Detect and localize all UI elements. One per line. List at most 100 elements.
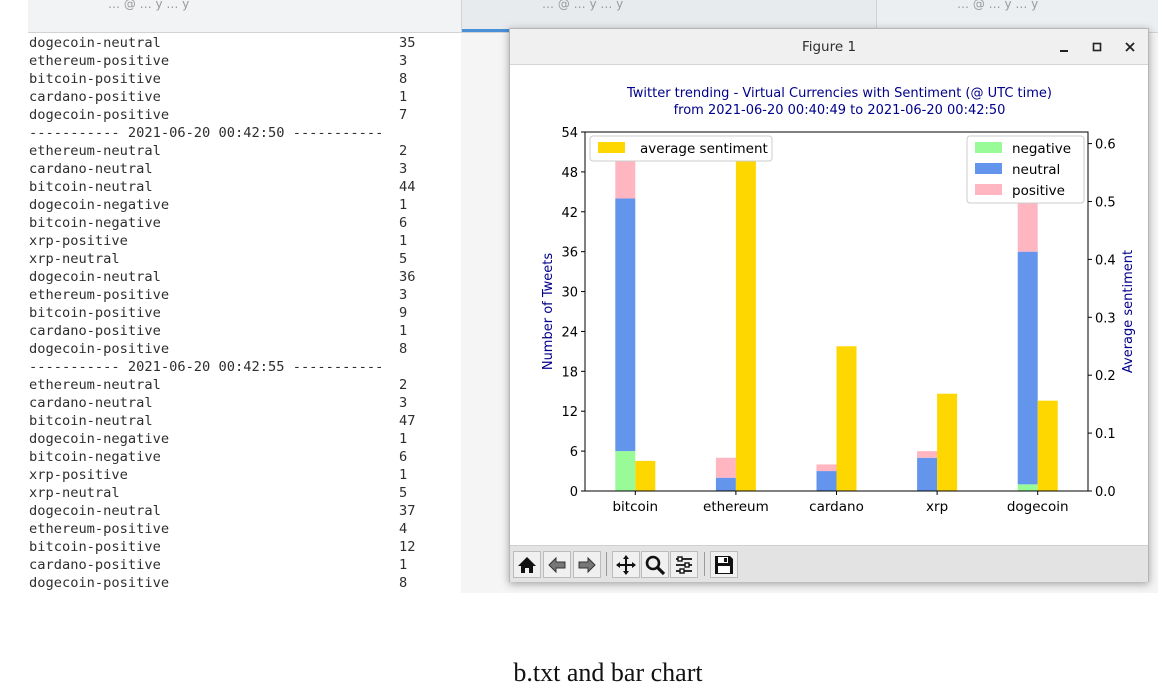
- y-tick-label: 18: [561, 365, 578, 380]
- legend-label-neutral: neutral: [1012, 162, 1060, 178]
- terminal-value: 1: [399, 197, 408, 213]
- close-button[interactable]: [1120, 37, 1140, 57]
- zoom-button[interactable]: [641, 551, 669, 578]
- terminal-value: 6: [399, 449, 408, 465]
- chart-canvas: Twitter trending - Virtual Currencies wi…: [510, 65, 1148, 545]
- configure-subplots-icon: [676, 555, 692, 574]
- terminal-line: dogecoin-neutral 35: [29, 34, 509, 52]
- terminal-value: 1: [399, 323, 408, 339]
- terminal-line: dogecoin-positive 8: [29, 340, 509, 358]
- y-axis-label: Number of Tweets: [541, 253, 556, 371]
- minimize-button[interactable]: [1054, 37, 1074, 57]
- legend-label-average: average sentiment: [640, 141, 768, 157]
- x-tick-label: ethereum: [703, 499, 769, 515]
- terminal-key: dogecoin-positive: [29, 341, 170, 357]
- terminal-line: xrp-neutral 5: [29, 484, 509, 502]
- terminal-key: bitcoin-positive: [29, 305, 161, 321]
- terminal-key: dogecoin-neutral: [29, 269, 161, 285]
- terminal-key: bitcoin-negative: [29, 449, 161, 465]
- bar-neutral: [917, 457, 938, 491]
- terminal-value: 1: [399, 467, 408, 483]
- terminal-value: 9: [399, 305, 408, 321]
- terminal-line: bitcoin-positive 12: [29, 538, 509, 556]
- terminal-line: ethereum-neutral 2: [29, 142, 509, 160]
- terminal-line: ethereum-positive 4: [29, 520, 509, 538]
- terminal-key: xrp-neutral: [29, 251, 120, 267]
- bar-average-sentiment: [836, 346, 857, 491]
- tab-1[interactable]: … @ … y … y: [28, 0, 461, 32]
- pan-icon: [616, 554, 636, 575]
- terminal-line: dogecoin-negative 1: [29, 430, 509, 448]
- terminal-value: 35: [399, 35, 416, 51]
- terminal-line: dogecoin-positive 7: [29, 106, 509, 124]
- back-button[interactable]: [543, 551, 571, 578]
- terminal-value: 8: [399, 71, 408, 87]
- terminal-line: dogecoin-negative 1: [29, 196, 509, 214]
- legend-swatch-negative: [975, 142, 1002, 153]
- terminal-key: ethereum-positive: [29, 53, 170, 69]
- terminal-key: bitcoin-neutral: [29, 413, 153, 429]
- y-tick-label: 0: [570, 485, 578, 500]
- terminal-value: 1: [399, 557, 408, 573]
- y2-tick-label: 0.0: [1095, 485, 1116, 500]
- terminal-line: cardano-positive 1: [29, 322, 509, 340]
- terminal-key: bitcoin-negative: [29, 215, 161, 231]
- figure-caption: b.txt and bar chart: [513, 658, 703, 687]
- pan-button[interactable]: [612, 551, 640, 578]
- y2-tick-label: 0.3: [1095, 311, 1116, 326]
- terminal-key: dogecoin-neutral: [29, 503, 161, 519]
- legend-left-box: [589, 135, 773, 162]
- bar-average-sentiment: [1037, 400, 1058, 491]
- terminal-key: dogecoin-positive: [29, 107, 170, 123]
- legend-label-negative: negative: [1012, 141, 1071, 157]
- terminal-key: xrp-positive: [29, 467, 128, 483]
- maximize-icon: [1092, 42, 1102, 52]
- back-icon: [548, 556, 566, 573]
- terminal-value: 37: [399, 503, 416, 519]
- terminal-key: dogecoin-negative: [29, 197, 170, 213]
- tab-2[interactable]: … @ … y … y: [461, 0, 876, 32]
- y2-tick-label: 0.6: [1095, 138, 1116, 153]
- terminal-key: ----------- 2021-06-20 00:42:50 --------…: [29, 125, 384, 141]
- terminal-value: 5: [399, 485, 408, 501]
- bar-positive: [816, 464, 837, 472]
- x-tick-label: xrp: [926, 499, 948, 515]
- terminal-key: bitcoin-positive: [29, 539, 161, 555]
- terminal-line: dogecoin-neutral 36: [29, 268, 509, 286]
- terminal-value: 44: [399, 179, 416, 195]
- terminal-key: cardano-positive: [29, 323, 161, 339]
- terminal-key: ----------- 2021-06-20 00:42:55 --------…: [29, 359, 384, 375]
- save-button[interactable]: [710, 551, 738, 578]
- maximize-button[interactable]: [1087, 37, 1107, 57]
- home-icon: [518, 556, 536, 573]
- window-titlebar[interactable]: Figure 1: [510, 29, 1148, 65]
- bar-neutral: [715, 477, 736, 491]
- terminal-key: xrp-neutral: [29, 485, 120, 501]
- y-tick-label: 48: [561, 166, 578, 181]
- y-tick-label: 42: [561, 206, 578, 221]
- chart-subtitle: from 2021-06-20 00:40:49 to 2021-06-20 0…: [674, 103, 1006, 118]
- forward-button[interactable]: [573, 551, 601, 578]
- terminal-value: 1: [399, 233, 408, 249]
- y2-tick-label: 0.2: [1095, 369, 1116, 384]
- terminal-line: xrp-positive 1: [29, 466, 509, 484]
- terminal-value: 3: [399, 53, 408, 69]
- toolbar-separator: [606, 552, 607, 576]
- y-tick-label: 6: [570, 445, 578, 460]
- bar-average-sentiment: [937, 393, 958, 491]
- tab-3[interactable]: … @ … y … y: [876, 0, 1158, 32]
- terminal-key: dogecoin-neutral: [29, 35, 161, 51]
- terminal-key: dogecoin-negative: [29, 431, 170, 447]
- terminal-value: 4: [399, 521, 408, 537]
- navigation-toolbar: [510, 545, 1148, 582]
- terminal-key: bitcoin-neutral: [29, 179, 153, 195]
- terminal-line: cardano-neutral 3: [29, 394, 509, 412]
- legend-swatch-average: [598, 142, 625, 153]
- chart-title: Twitter trending - Virtual Currencies wi…: [626, 86, 1052, 101]
- timestamp-separator: ----------- 2021-06-20 00:42:50 --------…: [29, 124, 509, 142]
- y-tick-label: 12: [561, 405, 578, 420]
- home-button[interactable]: [513, 551, 541, 578]
- terminal-line: cardano-neutral 3: [29, 160, 509, 178]
- bar-neutral: [615, 198, 636, 452]
- configure-subplots-button[interactable]: [670, 551, 698, 578]
